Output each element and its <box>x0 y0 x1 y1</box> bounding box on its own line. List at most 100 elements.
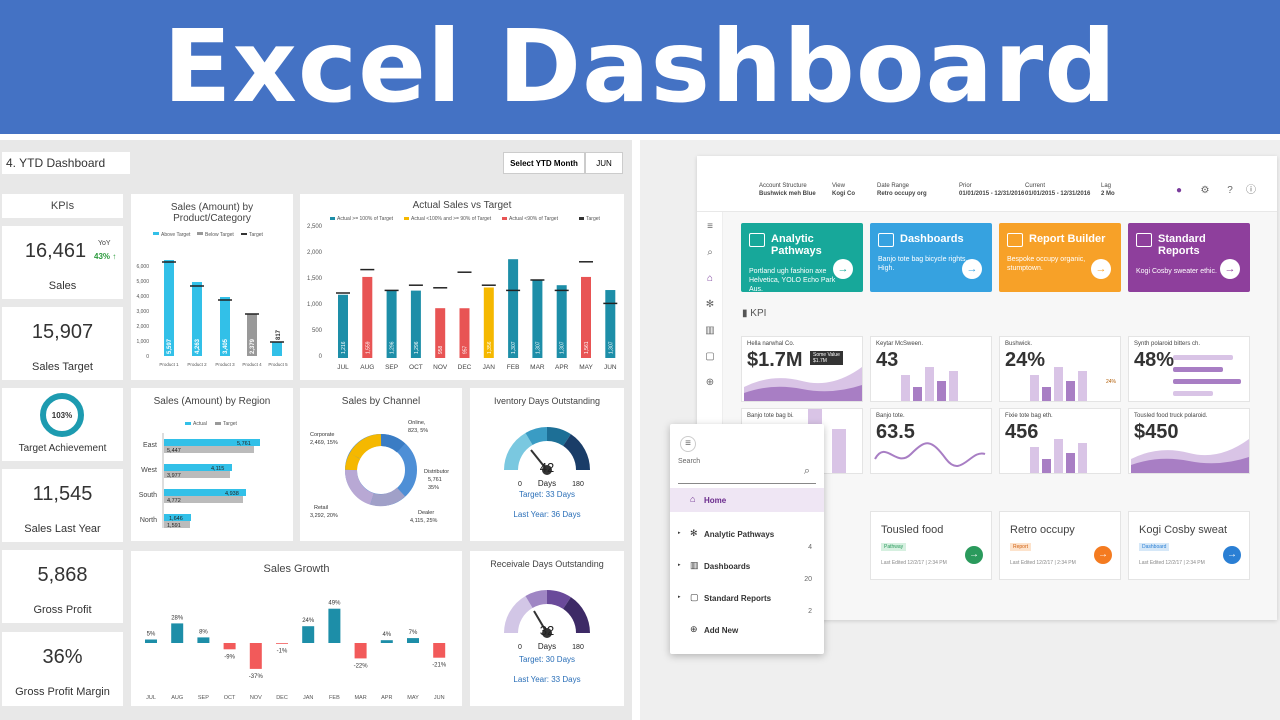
filter-1[interactable]: View Kogi Co <box>832 182 855 198</box>
ytick: 500 <box>312 328 323 334</box>
recent-card-title: Kogi Cosby sweat <box>1139 524 1228 536</box>
tile-standard-reports[interactable]: Standard Reports Kogi Cosby sweater ethic… <box>1128 223 1250 292</box>
bar <box>220 297 230 356</box>
kpi-card[interactable]: Tousled food truck polaroid. $450 <box>1128 408 1250 474</box>
area-chart <box>744 367 862 401</box>
arrow-right-icon[interactable]: → <box>1223 546 1241 564</box>
recent-card-meta: Last Edited 12/2/17 | 2:34 PM <box>881 560 947 566</box>
tile-analytic-pathways[interactable]: Analytic Pathways Portland ugh fashion ax… <box>741 223 863 293</box>
menu-item-add-new[interactable]: ⊕ Add New <box>670 618 824 642</box>
filter-3[interactable]: Prior 01/01/2015 - 12/31/2016 <box>959 182 1024 198</box>
ytick: 4,000 <box>136 294 149 300</box>
bar-chart <box>901 367 958 401</box>
menu-item-count: 20 <box>804 576 812 583</box>
actual-vs-target-chart: Actual Sales vs Target Actual >= 100% of… <box>300 194 624 380</box>
filter-0[interactable]: Account Structure Bushwick meh Blue <box>759 182 816 198</box>
arrow-right-icon[interactable]: → <box>1220 259 1240 279</box>
search-icon[interactable]: ⌕ <box>803 465 811 477</box>
add-icon[interactable]: ⊕ <box>705 377 715 388</box>
bar-label: 5,597 <box>167 338 173 354</box>
info-icon[interactable]: ⓘ <box>1246 185 1256 196</box>
bar-label: 1,356 <box>487 341 493 354</box>
filter-4[interactable]: Current 01/01/2015 - 12/31/2016 <box>1025 182 1090 198</box>
chart-icon[interactable]: ▥ <box>705 325 715 336</box>
kpi-gross-profit-margin-label: Gross Profit Margin <box>15 686 110 698</box>
menu-item-home[interactable]: ⌂ Home <box>670 488 824 512</box>
bar-label: -1% <box>277 649 288 655</box>
select-month-dropdown[interactable]: JUN <box>585 152 623 174</box>
bar-label: 1,307 <box>560 341 566 354</box>
filter-2[interactable]: Date Range Retro occupy org <box>877 182 927 198</box>
tile-report-builder[interactable]: Report Builder Bespoke occupy organic, st… <box>999 223 1121 292</box>
arrow-right-icon[interactable]: → <box>1091 259 1111 279</box>
actual-chart-svg: Actual >= 100% of Target Actual <100% an… <box>307 216 618 371</box>
home-icon[interactable]: ⌂ <box>706 273 714 284</box>
menu-item-standard-reports[interactable]: ▸ ▢ Standard Reports 2 <box>670 586 824 615</box>
growth-chart-title: Sales Growth <box>263 563 330 575</box>
filter-5[interactable]: Lag 2 Mo <box>1101 182 1115 198</box>
inventory-target: Target: 33 Days <box>518 490 576 499</box>
kpi-sales-label: Sales <box>48 280 77 292</box>
menu-item-analytic-pathways[interactable]: ▸ ✻ Analytic Pathways 4 <box>670 522 824 551</box>
notification-icon[interactable]: ● <box>1175 185 1183 196</box>
inventory-gauge-card: Iventory Days Outstanding 42 Days 0 180 … <box>470 388 624 541</box>
xtick: Product 4 <box>242 362 262 367</box>
clipboard-icon[interactable]: ▢ <box>705 351 715 362</box>
recent-card[interactable]: Tousled food Pathway Last Edited 12/2/17 |… <box>870 511 992 580</box>
bar <box>605 290 616 358</box>
channel-label: Corporate <box>310 432 334 438</box>
menu-item-label: Analytic Pathways <box>704 530 775 539</box>
ytick: 2,000 <box>136 324 149 330</box>
kpi-card-value: 456 <box>1005 421 1039 443</box>
help-icon[interactable]: ? <box>1227 185 1233 196</box>
recent-card[interactable]: Kogi Cosby sweat Dashboard Last Edited 12/… <box>1128 511 1250 580</box>
kpi-card[interactable]: Hella narwhal Co. $1.7M Some Value $1.7M <box>741 336 863 402</box>
kpi-card[interactable]: Synth polaroid bitters ch. 48% <box>1128 336 1250 402</box>
menu-icon[interactable]: ≡ <box>680 436 696 452</box>
kpi-card[interactable]: Fixie tote bag eth. 456 <box>999 408 1121 474</box>
ytick: 3,000 <box>136 309 149 315</box>
recent-card[interactable]: Retro occupy Report Last Edited 12/2/17 | … <box>999 511 1121 580</box>
arrow-right-icon[interactable]: → <box>833 259 853 279</box>
marker-label: 24% <box>1105 379 1116 385</box>
channel-chart: Sales by Channel Corporate 2,469, 15% Onl… <box>300 388 462 541</box>
tile-dashboards[interactable]: Dashboards Banjo tote bag bicycle rights,… <box>870 223 992 292</box>
kpi-card[interactable]: Bushwick. 24% 24% <box>999 336 1121 402</box>
search-icon[interactable]: ⌕ <box>707 247 713 258</box>
bar <box>483 287 494 358</box>
receivable-gauge-card: Receivale Days Outstanding 32 Days 0 180… <box>470 551 624 706</box>
bar-label: 1,216 <box>341 341 347 354</box>
product-chart-title: Sales (Amount) by Product/Category <box>170 202 254 224</box>
bar-chart-icon: ▮ <box>742 308 751 319</box>
excel-dashboard: 4. YTD Dashboard Select YTD Month JUN KP… <box>0 140 632 720</box>
bar-label: -22% <box>354 663 369 669</box>
kpi-sales-last-year-label: Sales Last Year <box>24 523 101 535</box>
menu-icon[interactable]: ≡ <box>707 221 713 232</box>
ytick: 1,000 <box>307 302 323 308</box>
xtick: AUG <box>360 364 374 371</box>
pathways-icon[interactable]: ✻ <box>705 299 715 310</box>
gear-icon[interactable]: ⚙ <box>1200 185 1210 196</box>
legend-below-target: Below Target <box>205 232 234 238</box>
arrow-right-icon[interactable]: → <box>965 546 983 564</box>
channel-label: 2,469, 15% <box>310 440 338 446</box>
tile-title: Analytic Pathways <box>771 233 822 257</box>
menu-search-input[interactable] <box>678 468 816 484</box>
kpi-card-title: Fixie tote bag eth. <box>1005 413 1053 419</box>
recent-card-tag: Report <box>1010 543 1032 551</box>
kpi-target-achievement: 103% Target Achievement <box>2 388 123 461</box>
tile-desc: Kogi Cosby sweater ethic. <box>1136 268 1217 275</box>
bar <box>581 276 591 358</box>
arrow-right-icon[interactable]: → <box>1094 546 1112 564</box>
filter-bar: Account Structure Bushwick meh Blue View Ko… <box>697 156 1277 212</box>
nav-popup-menu: ≡ Search ⌕ ⌂ Home ▸ ✻ Analytic Pathways 4 ▸ ▥ Da… <box>670 424 824 654</box>
bar-label: -9% <box>224 654 235 660</box>
xtick: MAY <box>407 695 419 701</box>
kpi-card[interactable]: Keytar McSween. 43 <box>870 336 992 402</box>
inventory-gauge-svg: 42 Days 0 180 <box>504 426 591 488</box>
tile-icon <box>749 233 765 247</box>
kpi-card[interactable]: Banjo tote. 63.5 <box>870 408 992 474</box>
menu-item-dashboards[interactable]: ▸ ▥ Dashboards 20 <box>670 554 824 583</box>
arrow-right-icon[interactable]: → <box>962 259 982 279</box>
kpi-sales-value: 16,461 <box>24 240 87 262</box>
